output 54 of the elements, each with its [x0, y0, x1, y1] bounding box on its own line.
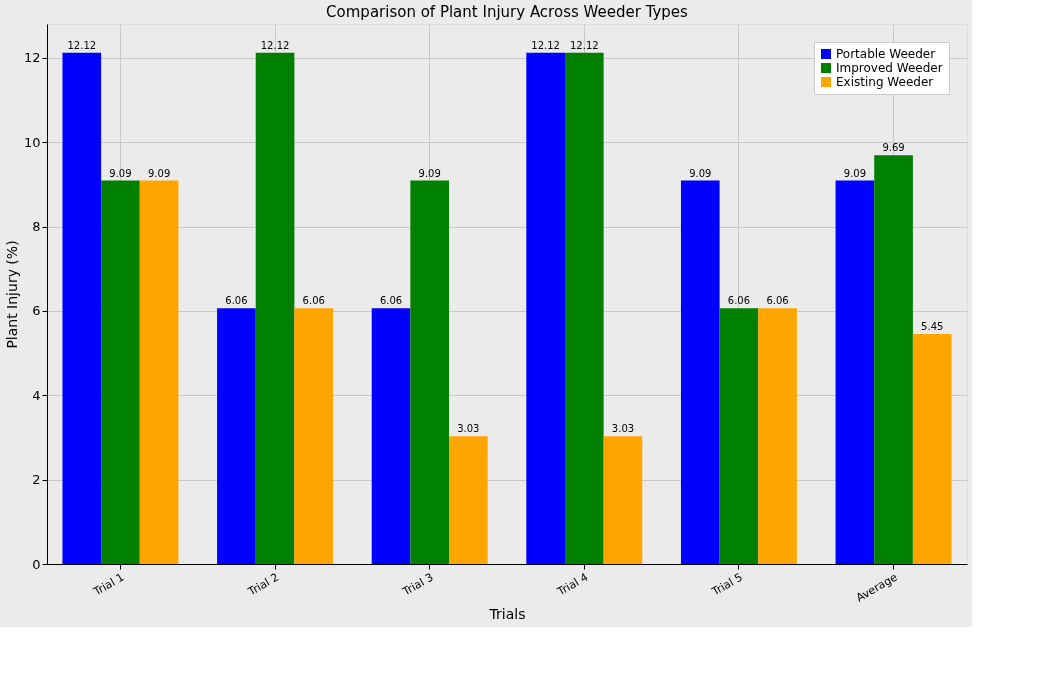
- y-tick-label: 10: [23, 134, 41, 150]
- data-label: 3.03: [457, 423, 480, 435]
- legend-label: Improved Weeder: [836, 61, 943, 75]
- bar: [874, 155, 913, 564]
- bar: [101, 180, 140, 564]
- chart-title: Comparison of Plant Injury Across Weeder Types: [326, 3, 689, 21]
- data-label: 12.12: [260, 39, 290, 51]
- data-label: 12.12: [67, 39, 97, 51]
- data-label: 9.09: [147, 167, 171, 179]
- data-label: 9.09: [109, 167, 132, 179]
- bar: [371, 308, 411, 564]
- x-tick-label: Trial 1: [90, 570, 127, 599]
- data-label: 9.09: [418, 167, 441, 179]
- data-label: 9.69: [882, 142, 905, 154]
- bar: [217, 308, 256, 564]
- bar: [912, 334, 952, 564]
- bar: [564, 52, 604, 564]
- data-label: 6.06: [302, 295, 325, 307]
- bar: [835, 180, 875, 564]
- bar: [449, 436, 488, 564]
- data-label: 9.09: [843, 167, 867, 179]
- data-label: 6.06: [225, 295, 248, 307]
- data-label: 12.12: [569, 39, 599, 51]
- bar: [62, 52, 102, 564]
- data-label: 5.45: [921, 321, 944, 333]
- y-tick-label: 6: [32, 303, 41, 319]
- x-tick-label: Trial 4: [554, 570, 591, 599]
- bar: [603, 436, 643, 564]
- x-tick-label: Trial 3: [399, 570, 436, 599]
- data-label: 6.06: [379, 295, 403, 307]
- bar: [255, 52, 295, 564]
- y-tick-label: 12: [23, 50, 41, 66]
- x-tick-label: Trial 5: [709, 570, 745, 599]
- data-label: 9.09: [689, 167, 712, 179]
- data-label: 12.12: [531, 39, 560, 51]
- y-axis-title: Plant Injury (%): [3, 240, 20, 349]
- x-tick-label: Trial 2: [245, 570, 282, 599]
- legend-label: Portable Weeder: [836, 47, 936, 61]
- bar: [719, 308, 759, 564]
- bar: [758, 308, 797, 564]
- bar: [139, 180, 179, 564]
- legend-label: Existing Weeder: [836, 75, 934, 89]
- x-axis-title: Trials: [488, 605, 526, 622]
- y-tick-label: 0: [32, 556, 41, 572]
- bar: [294, 308, 334, 564]
- y-tick-label: 4: [32, 387, 41, 403]
- data-label: 6.06: [727, 295, 751, 307]
- data-label: 3.03: [611, 423, 635, 435]
- bar: [526, 52, 565, 564]
- bar: [410, 180, 450, 564]
- y-tick-label: 8: [32, 219, 41, 234]
- y-tick-label: 2: [32, 472, 41, 488]
- data-label: 6.06: [766, 295, 789, 307]
- bar: [680, 180, 720, 564]
